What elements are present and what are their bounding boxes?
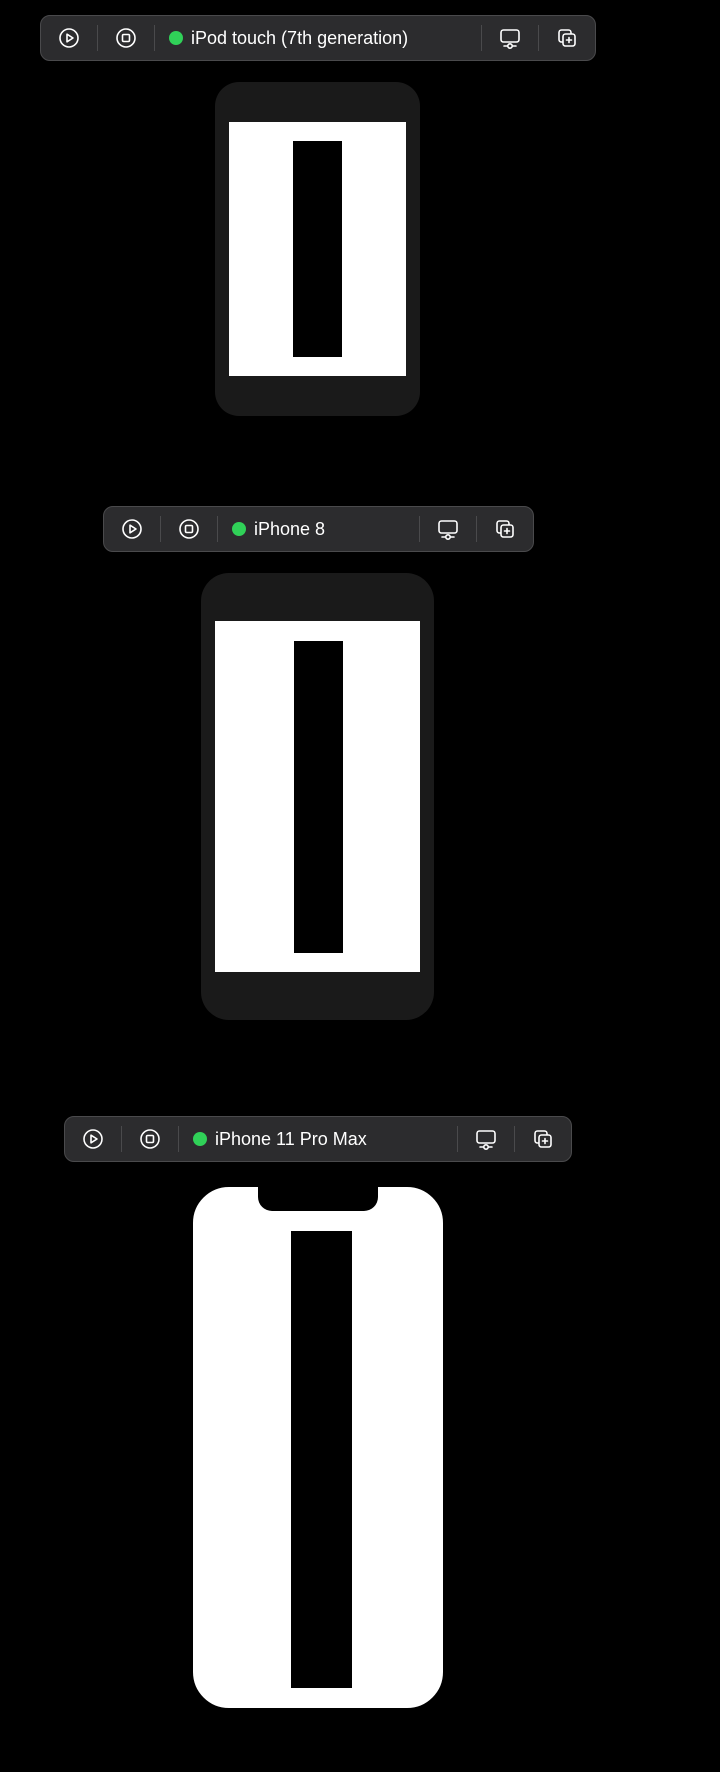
run-button[interactable] [41, 27, 97, 49]
device-mock-iphone-11-pro-max [189, 1183, 447, 1712]
device-label-text: iPhone 8 [254, 519, 325, 540]
play-icon [121, 518, 143, 540]
toolbar-iphone-8: iPhone 8 [103, 506, 534, 552]
display-icon [474, 1128, 498, 1150]
stop-icon [139, 1128, 161, 1150]
device-label-text: iPhone 11 Pro Max [215, 1129, 367, 1150]
device-mock-ipod-touch [215, 82, 420, 416]
play-icon [82, 1128, 104, 1150]
stop-icon [178, 518, 200, 540]
toolbar-ipod-touch: iPod touch (7th generation) [40, 15, 596, 61]
status-dot-icon [232, 522, 246, 536]
display-icon [498, 27, 522, 49]
screenshot-button[interactable] [458, 1128, 514, 1150]
stop-button[interactable] [122, 1128, 178, 1150]
content-rect [291, 1231, 352, 1688]
device-notch [258, 1187, 378, 1211]
run-button[interactable] [65, 1128, 121, 1150]
device-label-text: iPod touch (7th generation) [191, 28, 408, 49]
device-selector[interactable]: iPod touch (7th generation) [155, 28, 481, 49]
screenshot-button[interactable] [482, 27, 538, 49]
display-icon [436, 518, 460, 540]
device-mock-iphone-8 [201, 573, 434, 1020]
add-device-button[interactable] [539, 27, 595, 49]
run-button[interactable] [104, 518, 160, 540]
stop-button[interactable] [161, 518, 217, 540]
stop-button[interactable] [98, 27, 154, 49]
add-device-button[interactable] [515, 1128, 571, 1150]
device-selector[interactable]: iPhone 8 [218, 519, 419, 540]
add-device-button[interactable] [477, 518, 533, 540]
stop-icon [115, 27, 137, 49]
duplicate-plus-icon [494, 518, 516, 540]
device-selector[interactable]: iPhone 11 Pro Max [179, 1129, 457, 1150]
content-rect [294, 641, 343, 953]
play-icon [58, 27, 80, 49]
toolbar-iphone-11-pro-max: iPhone 11 Pro Max [64, 1116, 572, 1162]
duplicate-plus-icon [532, 1128, 554, 1150]
duplicate-plus-icon [556, 27, 578, 49]
screenshot-button[interactable] [420, 518, 476, 540]
status-dot-icon [169, 31, 183, 45]
status-dot-icon [193, 1132, 207, 1146]
content-rect [293, 141, 342, 357]
